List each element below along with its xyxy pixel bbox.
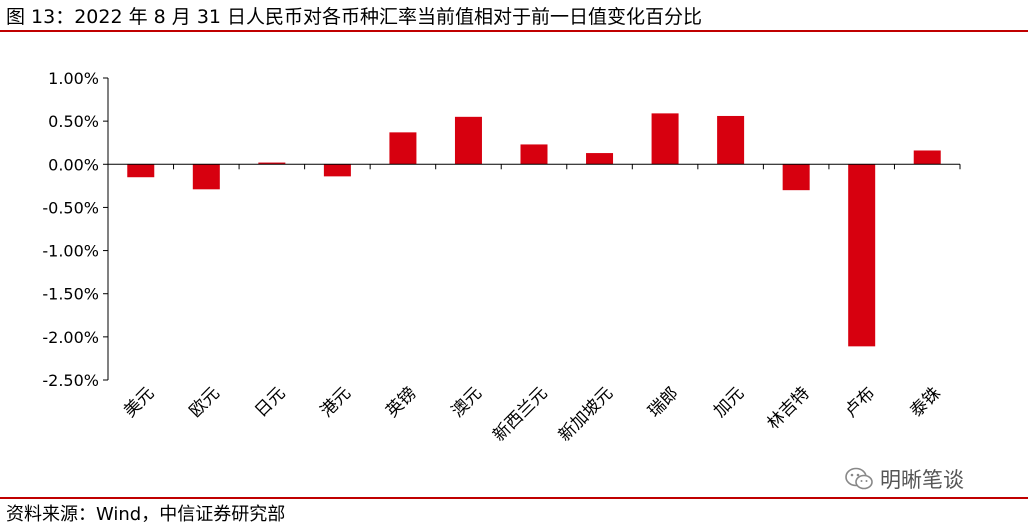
- y-axis: 1.00% 0.50% 0.00% -0.50% -1.00% -1.50% -2.00% -…: [42, 69, 109, 390]
- bar-4: [389, 132, 417, 165]
- category-label: 泰铢: [907, 383, 945, 421]
- bar-6: [520, 144, 548, 165]
- category-label: 英镑: [382, 383, 420, 421]
- category-label: 美元: [120, 383, 158, 421]
- figure-title: 图 13：2022 年 8 月 31 日人民币对各币种汇率当前值相对于前一日值变…: [6, 6, 703, 28]
- bar-9: [717, 115, 745, 165]
- bar-5: [454, 116, 482, 165]
- bar-8: [651, 113, 679, 165]
- bar-3: [323, 164, 351, 177]
- watermark-text: 明晰笔谈: [880, 468, 964, 492]
- x-axis: [107, 163, 961, 170]
- category-label: 港元: [317, 383, 355, 421]
- category-label: 瑞郎: [644, 383, 682, 421]
- wechat-icon: [845, 467, 873, 490]
- bar-2: [258, 162, 286, 165]
- y-tick-label: -1.00%: [42, 242, 99, 261]
- category-label: 澳元: [448, 383, 486, 421]
- y-tick-label: 0.50%: [48, 112, 99, 131]
- bar-12: [913, 150, 941, 165]
- bar-0: [127, 164, 155, 178]
- category-label: 加元: [710, 383, 748, 421]
- category-label: 欧元: [186, 383, 224, 421]
- bar-11: [848, 164, 876, 347]
- y-tick-label: -2.00%: [42, 328, 99, 347]
- y-tick-label: -0.50%: [42, 198, 99, 217]
- watermark: 明晰笔谈: [844, 464, 964, 494]
- source-note: 资料来源：Wind，中信证券研究部: [6, 504, 286, 525]
- category-label: 新加坡元: [555, 383, 617, 445]
- category-label: 新西兰元: [489, 383, 551, 445]
- bar-chart: 1.00% 0.50% 0.00% -0.50% -1.00% -1.50% -2.00% -…: [42, 69, 961, 446]
- bar-10: [782, 164, 810, 191]
- category-label: 林吉特: [763, 383, 813, 433]
- category-label: 卢布: [841, 383, 879, 421]
- y-tick-label: 1.00%: [48, 69, 99, 88]
- bar-1: [192, 164, 220, 190]
- category-labels: 美元 欧元 日元 港元 英镑 澳元 新西兰元 新加坡元 瑞郎 加元 林吉特 卢布 泰铢: [120, 383, 945, 445]
- y-tick-label: -2.50%: [42, 371, 99, 390]
- bar-7: [586, 153, 614, 165]
- y-tick-label: 0.00%: [48, 155, 99, 174]
- bottom-rule: [0, 497, 1028, 499]
- top-rule: [0, 30, 1028, 32]
- bars: [127, 113, 941, 347]
- y-tick-label: -1.50%: [42, 285, 99, 304]
- category-label: 日元: [251, 383, 289, 421]
